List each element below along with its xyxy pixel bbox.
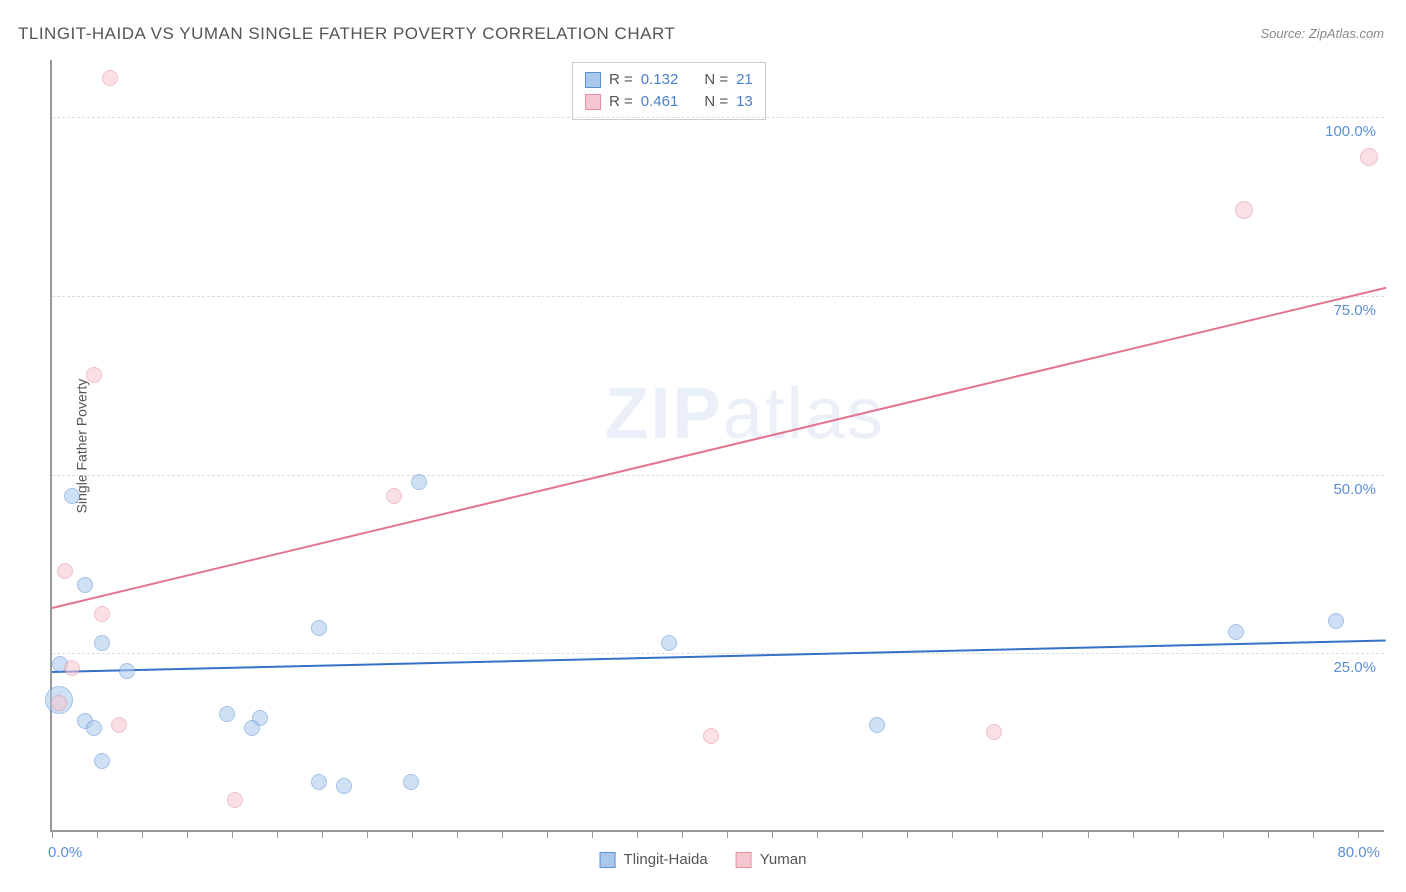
data-point (1228, 624, 1244, 640)
data-point (244, 720, 260, 736)
legend-swatch (736, 852, 752, 868)
gridline (52, 296, 1384, 297)
stat-n-label: N = (704, 69, 728, 91)
trendline-yuman (52, 287, 1386, 609)
x-tick (772, 830, 773, 838)
stat-r-value: 0.461 (641, 91, 679, 113)
y-tick-label: 25.0% (1333, 659, 1376, 676)
x-tick (457, 830, 458, 838)
data-point (336, 778, 352, 794)
x-tick (592, 830, 593, 838)
x-tick (862, 830, 863, 838)
data-point (869, 717, 885, 733)
stat-r-value: 0.132 (641, 69, 679, 91)
data-point (86, 367, 102, 383)
stats-row: R = 0.132 N = 21 (585, 69, 753, 91)
x-tick (727, 830, 728, 838)
x-tick (1313, 830, 1314, 838)
chart-container: TLINGIT-HAIDA VS YUMAN SINGLE FATHER POV… (0, 0, 1406, 892)
data-point (703, 728, 719, 744)
data-point (51, 695, 67, 711)
x-tick (277, 830, 278, 838)
gridline (52, 475, 1384, 476)
legend-swatch (585, 72, 601, 88)
data-point (64, 488, 80, 504)
gridline (52, 653, 1384, 654)
x-tick (97, 830, 98, 838)
stat-n-value: 21 (736, 69, 753, 91)
x-tick (637, 830, 638, 838)
gridline (52, 117, 1384, 118)
data-point (77, 577, 93, 593)
data-point (311, 774, 327, 790)
data-point (94, 635, 110, 651)
x-tick (412, 830, 413, 838)
x-tick (142, 830, 143, 838)
y-tick-label: 100.0% (1325, 123, 1376, 140)
legend-label: Yuman (760, 851, 807, 868)
data-point (94, 753, 110, 769)
data-point (111, 717, 127, 733)
x-tick (1358, 830, 1359, 838)
data-point (311, 620, 327, 636)
legend-item: Yuman (736, 851, 807, 868)
series-legend: Tlingit-Haida Yuman (600, 851, 807, 868)
x-tick (232, 830, 233, 838)
x-tick (1133, 830, 1134, 838)
y-tick-label: 50.0% (1333, 481, 1376, 498)
stat-n-label: N = (704, 91, 728, 113)
chart-title: TLINGIT-HAIDA VS YUMAN SINGLE FATHER POV… (18, 24, 675, 44)
data-point (119, 663, 135, 679)
stat-r-label: R = (609, 69, 633, 91)
data-point (1328, 613, 1344, 629)
stats-legend: R = 0.132 N = 21 R = 0.461 N = 13 (572, 62, 766, 120)
data-point (86, 720, 102, 736)
legend-label: Tlingit-Haida (624, 851, 708, 868)
x-tick (322, 830, 323, 838)
data-point (64, 660, 80, 676)
x-tick (997, 830, 998, 838)
plot-area: ZIPatlas R = 0.132 N = 21 R = 0.461 N = 13 25.0… (50, 60, 1384, 832)
x-tick (952, 830, 953, 838)
x-tick (1178, 830, 1179, 838)
stat-n-value: 13 (736, 91, 753, 113)
data-point (227, 792, 243, 808)
data-point (102, 70, 118, 86)
source-label: Source: ZipAtlas.com (1260, 26, 1384, 41)
data-point (986, 724, 1002, 740)
x-tick (367, 830, 368, 838)
x-tick (187, 830, 188, 838)
stats-row: R = 0.461 N = 13 (585, 91, 753, 113)
data-point (403, 774, 419, 790)
data-point (411, 474, 427, 490)
x-tick (682, 830, 683, 838)
data-point (57, 563, 73, 579)
x-tick-label: 80.0% (1337, 844, 1380, 861)
data-point (386, 488, 402, 504)
x-tick (907, 830, 908, 838)
watermark: ZIPatlas (605, 373, 885, 455)
x-tick (547, 830, 548, 838)
data-point (661, 635, 677, 651)
data-point (1235, 201, 1253, 219)
x-tick-label: 0.0% (48, 844, 82, 861)
legend-swatch (585, 94, 601, 110)
y-tick-label: 75.0% (1333, 302, 1376, 319)
x-tick (1042, 830, 1043, 838)
x-tick (1223, 830, 1224, 838)
data-point (94, 606, 110, 622)
legend-item: Tlingit-Haida (600, 851, 708, 868)
data-point (1360, 148, 1378, 166)
x-tick (1268, 830, 1269, 838)
stat-r-label: R = (609, 91, 633, 113)
x-tick (817, 830, 818, 838)
trendline-tlingit-haida (52, 640, 1386, 673)
x-tick (502, 830, 503, 838)
x-tick (52, 830, 53, 838)
legend-swatch (600, 852, 616, 868)
data-point (219, 706, 235, 722)
x-tick (1088, 830, 1089, 838)
